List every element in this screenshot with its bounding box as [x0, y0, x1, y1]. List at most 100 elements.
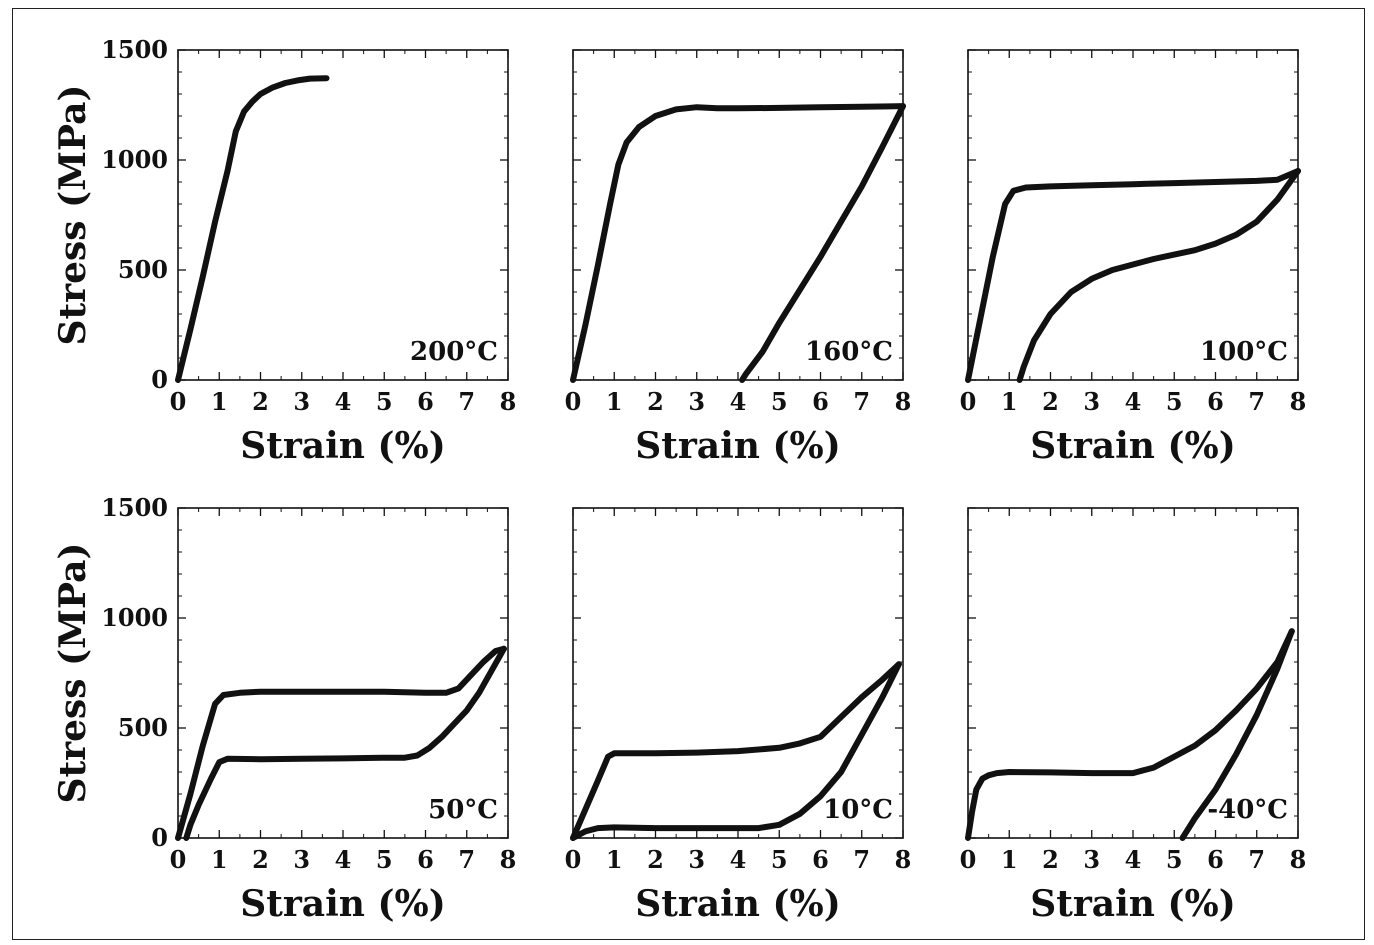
- x-tick-label: 0: [170, 387, 187, 416]
- y-tick-label: 1500: [101, 35, 168, 64]
- x-tick-label: 4: [335, 845, 352, 874]
- x-tick-label: 3: [688, 387, 705, 416]
- x-tick-label: 8: [1290, 845, 1307, 874]
- x-tick-label: 8: [500, 845, 517, 874]
- plot-frame: [177, 49, 509, 381]
- x-tick-label: 1: [1001, 845, 1018, 874]
- stress-strain-curve-1: [570, 661, 902, 841]
- stress-strain-curve-0: [175, 645, 507, 841]
- x-tick-label: 6: [417, 845, 434, 874]
- x-tick-label: 1: [606, 387, 623, 416]
- y-tick-label: 0: [151, 365, 168, 394]
- chart-panel-2: 0 1 2 3 4 5 6 7 8 Strain (%) 100°C: [960, 49, 1306, 467]
- x-tick-label: 0: [170, 845, 187, 874]
- x-axis-title: Strain (%): [1030, 883, 1236, 925]
- x-tick-label: 7: [853, 845, 870, 874]
- x-axis-title: Strain (%): [240, 883, 446, 925]
- x-tick-label: 7: [853, 387, 870, 416]
- x-tick-label: 4: [1125, 387, 1142, 416]
- x-tick-label: 5: [1166, 387, 1183, 416]
- chart-panel-5: 0 1 2 3 4 5 6 7 8 Strain (%) -40°C: [960, 507, 1307, 925]
- stress-strain-curve-0: [965, 628, 1295, 841]
- x-tick-label: 3: [688, 845, 705, 874]
- x-tick-label: 5: [1166, 845, 1183, 874]
- x-tick-label: 2: [647, 387, 664, 416]
- chart-panel-4: 0 1 2 3 4 5 6 7 8 Strain (%) 10°C: [565, 507, 912, 925]
- plot-frame: [967, 49, 1299, 381]
- x-tick-label: 7: [458, 387, 475, 416]
- x-tick-label: 0: [565, 387, 582, 416]
- x-tick-label: 3: [1083, 845, 1100, 874]
- figure-frame: [12, 8, 1365, 940]
- x-tick-label: 4: [335, 387, 352, 416]
- y-tick-label: 500: [118, 255, 168, 284]
- x-tick-label: 5: [376, 845, 393, 874]
- temperature-label: -40°C: [1207, 795, 1288, 825]
- stress-strain-curve-1: [1179, 628, 1295, 841]
- x-tick-label: 2: [647, 845, 664, 874]
- temperature-label: 100°C: [1200, 337, 1288, 367]
- plot-frame: [967, 507, 1299, 839]
- plot-frame: [177, 507, 509, 839]
- x-tick-label: 2: [1042, 387, 1059, 416]
- x-tick-label: 5: [376, 387, 393, 416]
- x-axis-title: Strain (%): [635, 883, 841, 925]
- stress-strain-curve-1: [1016, 168, 1301, 383]
- temperature-label: 10°C: [823, 795, 893, 825]
- stress-strain-curve-0: [570, 103, 906, 383]
- x-tick-label: 4: [730, 845, 747, 874]
- stress-strain-curve-0: [570, 661, 902, 841]
- y-tick-label: 1500: [101, 493, 168, 522]
- x-tick-label: 5: [771, 387, 788, 416]
- x-tick-label: 3: [1083, 387, 1100, 416]
- x-tick-label: 2: [1042, 845, 1059, 874]
- x-tick-label: 4: [730, 387, 747, 416]
- x-tick-label: 1: [211, 387, 228, 416]
- x-axis-title: Strain (%): [635, 425, 841, 467]
- y-tick-label: 1000: [101, 603, 168, 632]
- x-tick-label: 6: [417, 387, 434, 416]
- y-tick-label: 500: [118, 713, 168, 742]
- x-tick-label: 6: [1207, 845, 1224, 874]
- x-tick-label: 8: [895, 387, 912, 416]
- x-axis-title: Strain (%): [1030, 425, 1236, 467]
- x-tick-label: 6: [812, 845, 829, 874]
- x-axis-title: Strain (%): [240, 425, 446, 467]
- chart-panel-1: 0 1 2 3 4 5 6 7 8 Strain (%) 160°C: [565, 49, 912, 467]
- x-tick-label: 6: [812, 387, 829, 416]
- x-tick-label: 8: [895, 845, 912, 874]
- plot-frame: [572, 49, 904, 381]
- y-axis-title: Stress (MPa): [52, 85, 94, 346]
- x-tick-label: 1: [606, 845, 623, 874]
- stress-strain-curve-0: [175, 75, 330, 383]
- x-tick-label: 7: [458, 845, 475, 874]
- x-tick-label: 6: [1207, 387, 1224, 416]
- x-tick-label: 3: [293, 845, 310, 874]
- x-tick-label: 1: [211, 845, 228, 874]
- stress-strain-curve-1: [739, 103, 906, 383]
- y-axis-title: Stress (MPa): [52, 543, 94, 804]
- x-tick-label: 7: [1248, 845, 1265, 874]
- x-tick-label: 0: [960, 845, 977, 874]
- temperature-label: 50°C: [428, 795, 498, 825]
- x-tick-label: 5: [771, 845, 788, 874]
- y-tick-label: 1000: [101, 145, 168, 174]
- temperature-label: 160°C: [805, 337, 893, 367]
- x-tick-label: 8: [500, 387, 517, 416]
- x-tick-label: 2: [252, 845, 269, 874]
- y-tick-label: 0: [151, 823, 168, 852]
- x-tick-label: 4: [1125, 845, 1142, 874]
- temperature-label: 200°C: [410, 337, 498, 367]
- x-tick-label: 7: [1248, 387, 1265, 416]
- x-tick-label: 2: [252, 387, 269, 416]
- plot-frame: [572, 507, 904, 839]
- x-tick-label: 3: [293, 387, 310, 416]
- x-tick-label: 0: [565, 845, 582, 874]
- x-tick-label: 1: [1001, 387, 1018, 416]
- stress-strain-curve-1: [183, 645, 507, 841]
- stress-strain-curve-0: [965, 168, 1301, 383]
